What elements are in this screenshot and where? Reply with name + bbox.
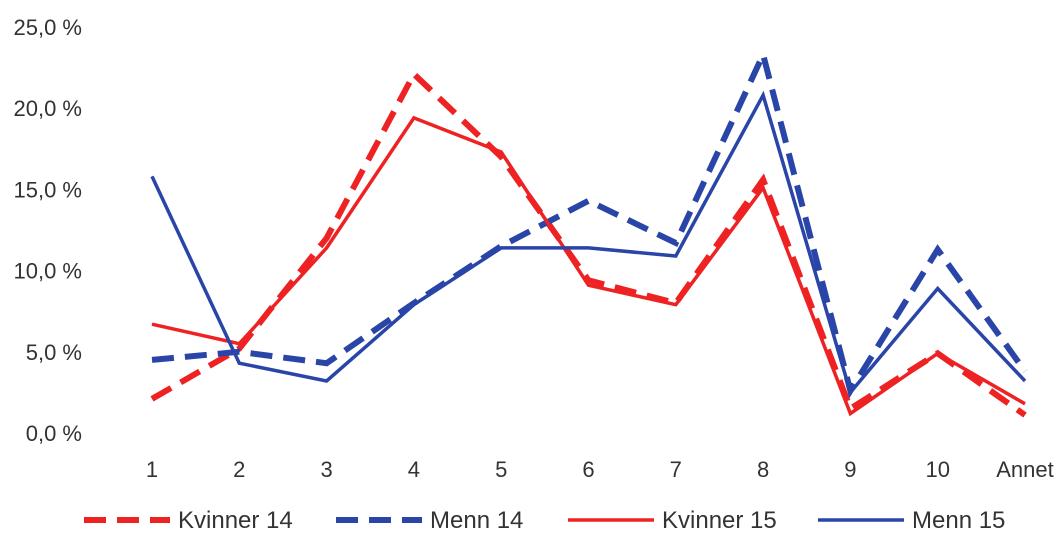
- x-tick-label: 5: [495, 457, 507, 482]
- series-line-kvinner-14: [150, 69, 1027, 418]
- x-tick-label: 10: [925, 457, 949, 482]
- y-tick-label: 15,0 %: [14, 177, 83, 202]
- x-tick-label: 8: [757, 457, 769, 482]
- x-axis-ticks: 1 2 3 4 5 6 7 8 9 10 Annet: [146, 457, 1054, 482]
- x-tick-label: 1: [146, 457, 158, 482]
- series-line-kvinner-15: [151, 115, 1026, 417]
- y-tick-label: 20,0 %: [14, 96, 83, 121]
- series-line-menn-15: [150, 90, 1027, 397]
- legend-label: Menn 14: [430, 507, 523, 534]
- legend: Kvinner 14 Menn 14 Kvinner 15 Menn 15: [84, 507, 1005, 534]
- x-tick-label: 7: [670, 457, 682, 482]
- x-tick-label: 2: [233, 457, 245, 482]
- x-tick-label: 9: [844, 457, 856, 482]
- y-tick-label: 25,0 %: [14, 15, 83, 40]
- y-axis-ticks: 0,0 % 5,0 % 10,0 % 15,0 % 20,0 % 25,0 %: [14, 15, 83, 446]
- y-tick-label: 10,0 %: [14, 259, 83, 284]
- legend-label: Kvinner 15: [662, 507, 777, 534]
- x-tick-label: 4: [408, 457, 420, 482]
- y-tick-label: 0,0 %: [26, 421, 82, 446]
- y-tick-label: 5,0 %: [26, 340, 82, 365]
- x-tick-label: 3: [320, 457, 332, 482]
- x-tick-label: Annet: [996, 457, 1054, 482]
- legend-label: Menn 15: [912, 507, 1005, 534]
- x-tick-label: 6: [582, 457, 594, 482]
- series-lines: [150, 45, 1028, 418]
- series-line-menn-14: [151, 45, 1028, 399]
- legend-label: Kvinner 14: [178, 507, 293, 534]
